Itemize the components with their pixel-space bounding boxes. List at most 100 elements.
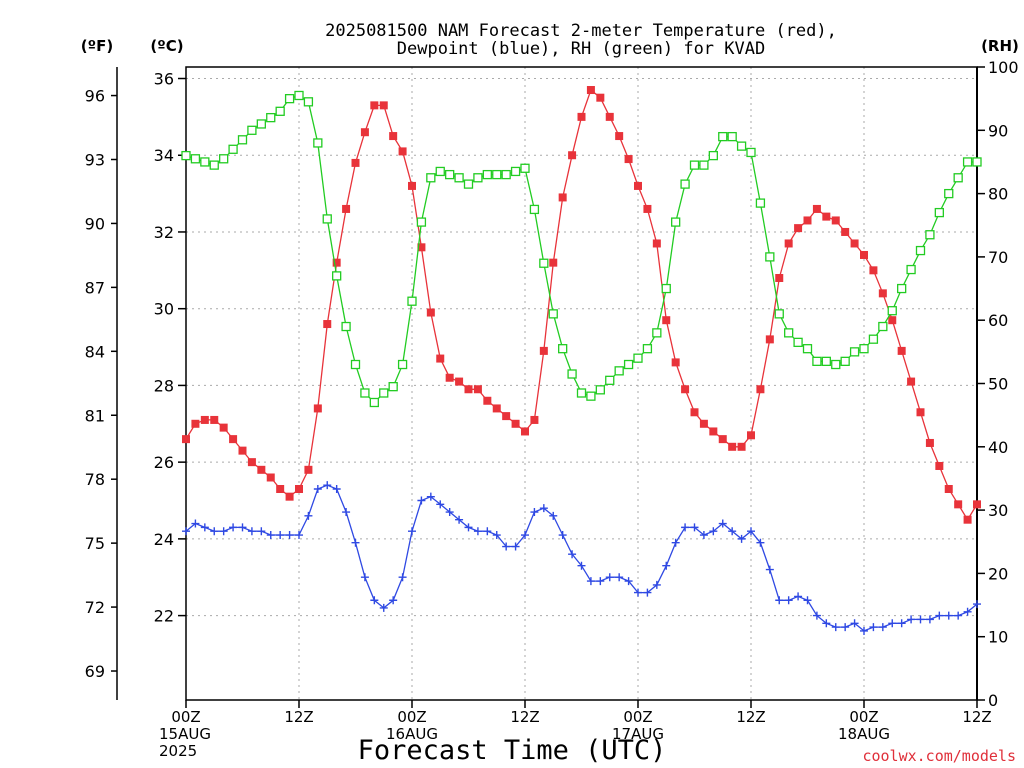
dewpoint-point — [765, 565, 774, 574]
x-tick-label: 16AUG — [386, 725, 438, 743]
dewpoint-point — [549, 511, 558, 520]
rh-point — [360, 388, 370, 398]
dewpoint-point — [888, 619, 897, 628]
temperature-point — [229, 435, 238, 444]
dewpoint-point — [379, 603, 388, 612]
temperature-point — [775, 274, 784, 282]
credit-text: coolwx.com/models — [862, 747, 1016, 765]
rh-point — [341, 321, 351, 332]
fahrenheit-tick-label: 87 — [85, 278, 105, 297]
dewpoint-point — [577, 561, 586, 570]
temperature-point — [568, 151, 577, 160]
dewpoint-point — [436, 500, 445, 509]
rh-point — [332, 271, 342, 281]
temperature-point — [417, 243, 426, 252]
temperature-point — [690, 408, 699, 417]
temperature-point — [182, 435, 190, 444]
temperature-line — [185, 88, 978, 521]
rh-point — [699, 160, 709, 170]
temperature-point — [379, 101, 388, 110]
dewpoint-point — [539, 504, 548, 513]
dewpoint-point — [615, 573, 624, 582]
temperature-point — [831, 216, 840, 225]
dewpoint-point — [210, 527, 219, 536]
temperature-point — [276, 485, 285, 493]
temperature-point — [652, 239, 661, 248]
chart-subtitle: Dewpoint (blue), RH (green) for KVAD — [397, 39, 765, 59]
fahrenheit-tick-label: 75 — [85, 534, 105, 553]
rh-point — [765, 252, 775, 262]
dewpoint-point — [860, 626, 868, 635]
dewpoint-point — [954, 611, 963, 620]
temperature-point — [662, 316, 671, 325]
axes: 69 72 75 78 81 84 87 90 93 96 22 24 26 28 30 32 34 36 0 10 2… — [85, 58, 1019, 760]
rh-point — [906, 264, 916, 275]
rh-point — [548, 309, 558, 319]
dewpoint-point — [389, 596, 398, 605]
temperature-point — [445, 373, 454, 382]
dewpoint-point — [925, 615, 934, 624]
temperature-point — [266, 473, 275, 482]
rh-point — [812, 356, 822, 366]
temperature-point — [907, 377, 916, 386]
temperature-point — [794, 224, 803, 233]
dewpoint-point — [775, 596, 784, 605]
rh-point — [925, 230, 935, 240]
rh-point — [736, 141, 747, 151]
rh-point — [275, 106, 285, 116]
rh-point — [558, 344, 568, 354]
series-temperature — [182, 86, 981, 524]
dewpoint-point — [944, 611, 953, 620]
celsius-unit-label: (ºC) — [150, 37, 183, 55]
temperature-point — [747, 431, 755, 440]
rh-point — [190, 154, 201, 164]
rh-point — [972, 157, 982, 167]
temperature-point — [812, 204, 821, 213]
x-tick-label: 17AUG — [612, 725, 664, 743]
temperature-point — [963, 515, 972, 524]
temperature-point — [718, 435, 727, 444]
rh-tick-label: 80 — [988, 185, 1008, 204]
dewpoint-point — [822, 619, 831, 628]
rh-point — [944, 188, 954, 199]
rh-point — [407, 296, 417, 306]
rh-point — [793, 337, 803, 348]
dewpoint-point — [709, 527, 718, 536]
rh-point — [350, 359, 361, 370]
dewpoint-point — [634, 588, 642, 597]
temperature-point — [200, 415, 209, 424]
dewpoint-point — [276, 531, 285, 540]
rh-point — [435, 166, 445, 177]
temperature-point — [709, 427, 718, 436]
dewpoint-point — [483, 527, 492, 536]
dewpoint-point — [841, 623, 850, 632]
x-tick-label: 00Z — [171, 708, 200, 726]
dewpoint-point — [756, 538, 765, 547]
rh-point — [962, 157, 973, 167]
dewpoint-point — [417, 496, 426, 505]
rh-point — [802, 344, 813, 354]
temperature-point — [765, 335, 774, 344]
rh-tick-label: 50 — [988, 375, 1008, 394]
fahrenheit-tick-label: 93 — [85, 150, 105, 169]
rh-point — [915, 245, 926, 256]
rh-unit-label: (RH) — [981, 37, 1019, 55]
dewpoint-point — [332, 485, 341, 493]
rh-tick-label: 40 — [988, 438, 1008, 457]
x-tick-label: 12Z — [510, 708, 539, 726]
dewpoint-point — [370, 596, 379, 605]
x-tick-label: 00Z — [397, 708, 426, 726]
x-tick-label: 12Z — [284, 708, 313, 726]
x-tick-label: 00Z — [849, 708, 878, 726]
rh-point — [821, 356, 831, 366]
rh-point — [840, 356, 850, 366]
temperature-point — [398, 147, 407, 156]
temperature-point — [295, 485, 303, 493]
rh-point — [897, 283, 907, 294]
temperature-point — [351, 158, 360, 167]
rh-point — [510, 166, 521, 177]
dewpoint-point — [718, 519, 727, 528]
x-tick-label: 00Z — [623, 708, 652, 726]
series-layer — [181, 86, 982, 635]
rh-point — [501, 169, 511, 180]
